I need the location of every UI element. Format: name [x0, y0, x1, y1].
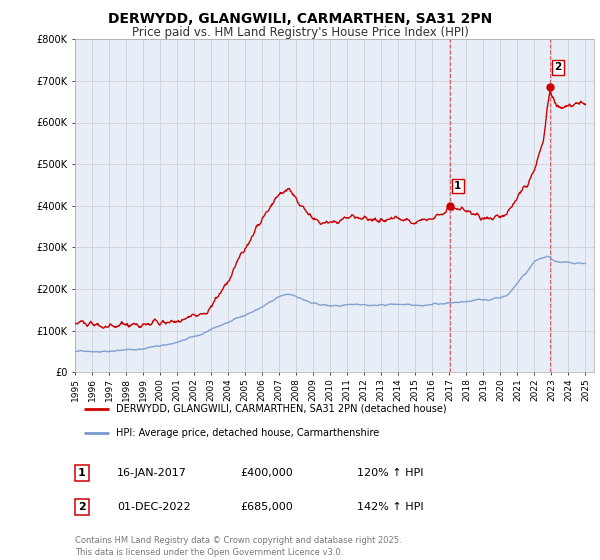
Text: 142% ↑ HPI: 142% ↑ HPI — [357, 502, 424, 512]
Text: 16-JAN-2017: 16-JAN-2017 — [117, 468, 187, 478]
Text: HPI: Average price, detached house, Carmarthenshire: HPI: Average price, detached house, Carm… — [115, 428, 379, 437]
Text: DERWYDD, GLANGWILI, CARMARTHEN, SA31 2PN (detached house): DERWYDD, GLANGWILI, CARMARTHEN, SA31 2PN… — [115, 404, 446, 414]
Text: 120% ↑ HPI: 120% ↑ HPI — [357, 468, 424, 478]
Text: 2: 2 — [78, 502, 86, 512]
Text: Contains HM Land Registry data © Crown copyright and database right 2025.
This d: Contains HM Land Registry data © Crown c… — [75, 536, 401, 557]
Text: 1: 1 — [454, 181, 461, 191]
Text: DERWYDD, GLANGWILI, CARMARTHEN, SA31 2PN: DERWYDD, GLANGWILI, CARMARTHEN, SA31 2PN — [108, 12, 492, 26]
Text: 01-DEC-2022: 01-DEC-2022 — [117, 502, 191, 512]
Text: 1: 1 — [78, 468, 86, 478]
Text: £400,000: £400,000 — [240, 468, 293, 478]
Text: £685,000: £685,000 — [240, 502, 293, 512]
Text: 2: 2 — [554, 62, 562, 72]
Text: Price paid vs. HM Land Registry's House Price Index (HPI): Price paid vs. HM Land Registry's House … — [131, 26, 469, 39]
